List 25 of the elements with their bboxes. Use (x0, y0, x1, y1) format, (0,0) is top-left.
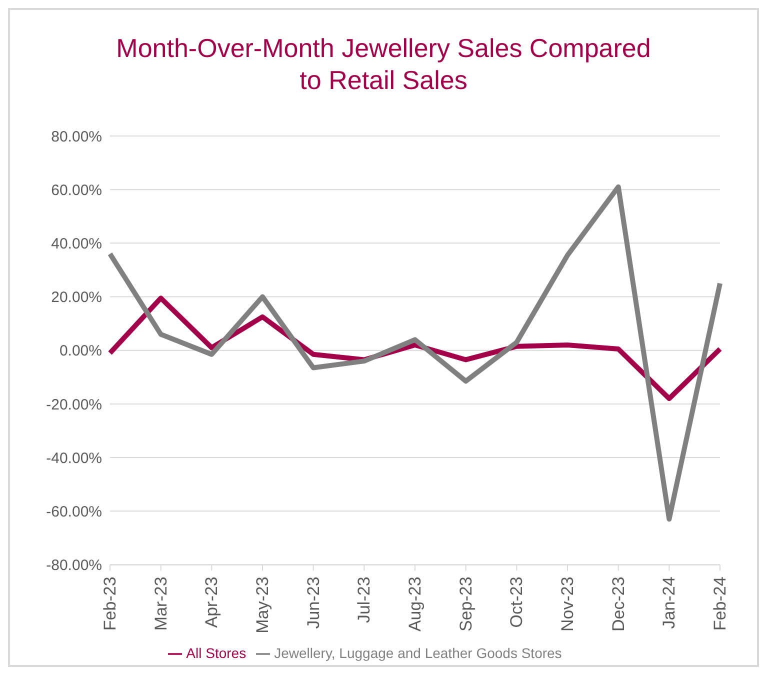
x-tick-label: Oct-23 (507, 576, 526, 628)
legend-label: Jewellery, Luggage and Leather Goods Stores (274, 644, 562, 661)
y-tick-label: 80.00% (51, 128, 102, 146)
x-tick-label: Sep-23 (456, 576, 476, 632)
x-tick-label: Nov-23 (558, 576, 577, 632)
chart-title: Month-Over-Month Jewellery Sales Compared to Retail Sales (115, 32, 652, 96)
x-tick-label: Aug-23 (406, 576, 424, 632)
y-tick-label: 60.00% (51, 182, 102, 199)
y-tick-label: -60.00% (46, 503, 102, 520)
x-tick-label: Jun-23 (304, 576, 323, 629)
x-tick-label: Mar-23 (151, 576, 170, 631)
y-tick-label: 40.00% (51, 236, 102, 252)
x-tick-label: Feb-24 (710, 576, 730, 631)
x-tick-label: Jul-23 (354, 576, 374, 624)
x-tick-label: Apr-23 (202, 576, 222, 628)
y-tick-label: 20.00% (51, 289, 102, 306)
legend-label: All Stores (186, 644, 246, 661)
x-tick-label: May-23 (253, 576, 272, 634)
x-tick-label: Dec-23 (608, 576, 628, 632)
x-tick-label: Jan-24 (660, 576, 679, 629)
y-tick-label: -20.00% (46, 396, 102, 414)
y-tick-label: -80.00% (46, 557, 102, 574)
y-tick-label: 0.00% (59, 342, 102, 360)
y-tick-label: -40.00% (46, 450, 102, 467)
x-tick-label: Feb-23 (100, 576, 120, 631)
